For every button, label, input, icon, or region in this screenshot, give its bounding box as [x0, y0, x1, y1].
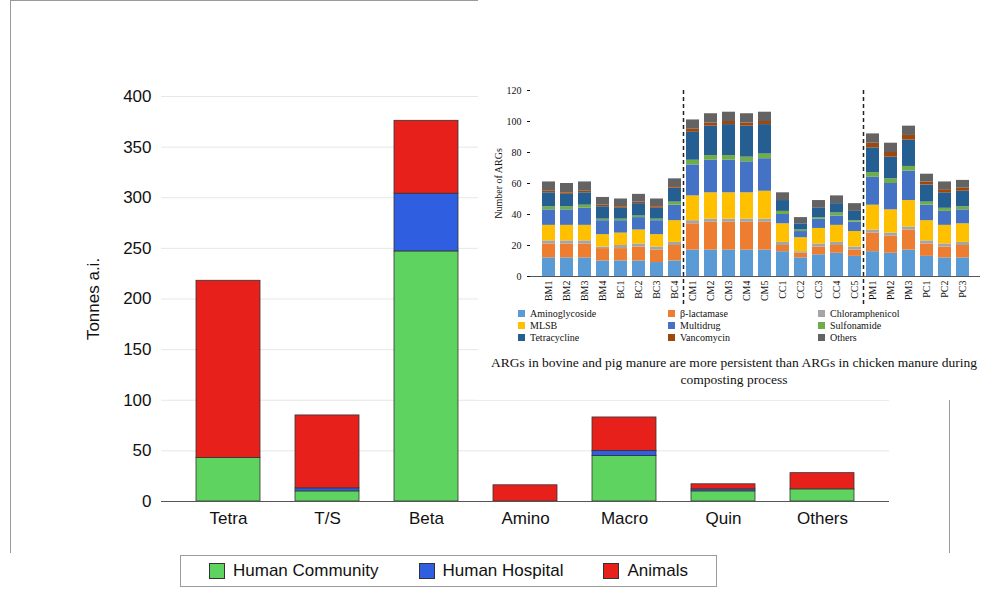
- html-text:Tetracycline: Tetracycline: [530, 332, 580, 343]
- svg-text:200: 200: [123, 289, 151, 308]
- svg-text:100: 100: [123, 391, 151, 410]
- svg-text:BC3: BC3: [651, 281, 662, 299]
- html-text:Aminoglycoside: Aminoglycoside: [530, 308, 597, 319]
- svg-text:PC3: PC3: [957, 281, 968, 298]
- svg-text:PM2: PM2: [885, 281, 896, 300]
- svg-text:CM4: CM4: [741, 281, 752, 302]
- svg-text:CC4: CC4: [831, 281, 842, 299]
- svg-text:BM3: BM3: [579, 281, 590, 302]
- svg-text:Tetra: Tetra: [210, 509, 248, 528]
- svg-text:300: 300: [123, 188, 151, 207]
- svg-text:Tonnes a.i.: Tonnes a.i.: [84, 258, 103, 340]
- svg-text:PC2: PC2: [939, 281, 950, 298]
- svg-text:Macro: Macro: [601, 509, 648, 528]
- svg-text:CM3: CM3: [723, 281, 734, 302]
- svg-text:CC3: CC3: [813, 281, 824, 299]
- html-text:Human Community: Human Community: [233, 561, 379, 580]
- svg-text:BC1: BC1: [615, 281, 626, 299]
- svg-text:BM1: BM1: [543, 281, 554, 302]
- svg-text:400: 400: [123, 87, 151, 106]
- html-text:MLSB: MLSB: [530, 320, 558, 331]
- html-text:ARGs in bovine and pig manure: ARGs in bovine and pig manure are more p…: [491, 355, 977, 387]
- svg-text:80: 80: [512, 147, 522, 158]
- svg-text:Amino: Amino: [501, 509, 549, 528]
- svg-text:Beta: Beta: [409, 509, 445, 528]
- svg-text:PM3: PM3: [903, 281, 914, 300]
- svg-text:350: 350: [123, 138, 151, 157]
- html-text:Sulfonamide: Sulfonamide: [830, 320, 882, 331]
- svg-text:BC2: BC2: [633, 281, 644, 299]
- html-text:Multidrug: Multidrug: [680, 320, 721, 331]
- html-text:Others: Others: [830, 332, 857, 343]
- svg-text:Quin: Quin: [706, 509, 742, 528]
- svg-text:PC1: PC1: [921, 281, 932, 298]
- svg-text:40: 40: [512, 209, 522, 220]
- html-text:Human Hospital: Human Hospital: [442, 561, 564, 580]
- svg-text:0: 0: [517, 271, 522, 282]
- svg-text:20: 20: [512, 240, 522, 251]
- svg-text:CM2: CM2: [705, 281, 716, 302]
- html-text:β-lactamase: β-lactamase: [680, 308, 728, 319]
- svg-text:60: 60: [512, 178, 522, 189]
- svg-text:50: 50: [133, 441, 152, 460]
- svg-text:Number of ARGs: Number of ARGs: [493, 148, 504, 219]
- svg-text:CC5: CC5: [849, 281, 860, 299]
- svg-text:0: 0: [142, 492, 151, 511]
- svg-text:BC4: BC4: [669, 281, 680, 299]
- html-text:Animals: Animals: [627, 561, 688, 580]
- svg-text:250: 250: [123, 239, 151, 258]
- svg-text:100: 100: [507, 116, 522, 127]
- svg-text:PM1: PM1: [867, 281, 878, 300]
- svg-text:BM2: BM2: [561, 281, 572, 302]
- svg-text:150: 150: [123, 340, 151, 359]
- svg-text:CM5: CM5: [759, 281, 770, 302]
- svg-text:Others: Others: [797, 509, 848, 528]
- svg-text:BM4: BM4: [597, 281, 608, 302]
- svg-text:T/S: T/S: [314, 509, 340, 528]
- svg-text:CC2: CC2: [795, 281, 806, 299]
- svg-text:CM1: CM1: [687, 281, 698, 302]
- svg-text:120: 120: [507, 85, 522, 96]
- html-text:Vancomycin: Vancomycin: [680, 332, 730, 343]
- html-text:Chloramphenicol: Chloramphenicol: [830, 308, 900, 319]
- svg-text:CC1: CC1: [777, 281, 788, 299]
